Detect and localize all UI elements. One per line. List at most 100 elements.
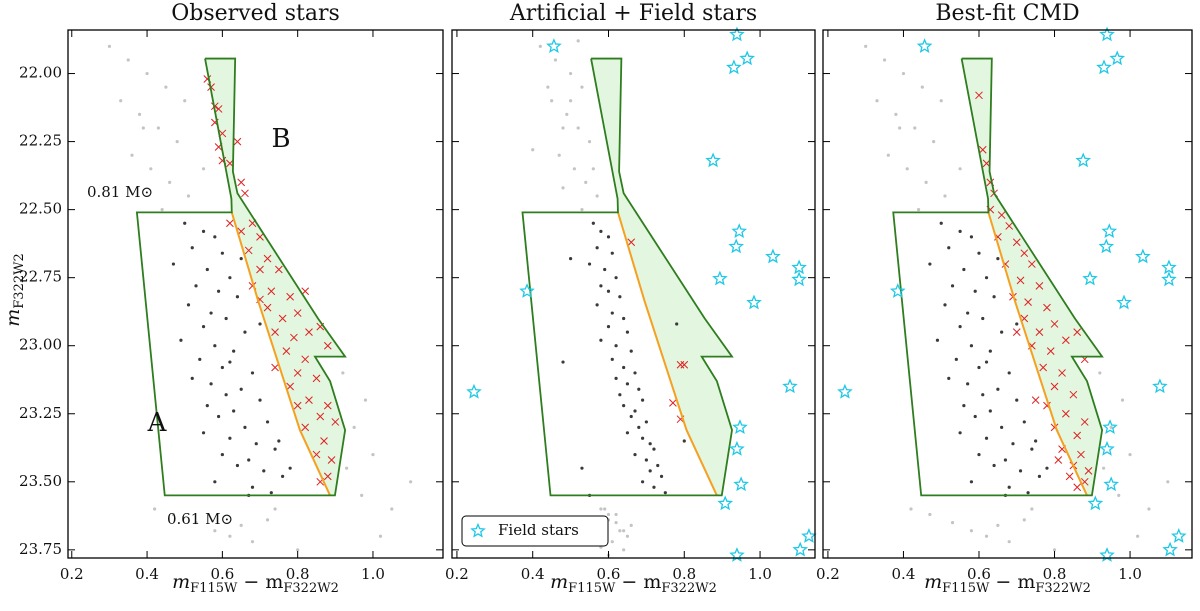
star-point: [935, 338, 940, 342]
star-point: [606, 512, 611, 517]
star-point: [239, 387, 243, 391]
cross-point: [293, 401, 302, 410]
annotation: A: [147, 408, 168, 438]
star-point: [969, 235, 974, 239]
star-point: [966, 311, 970, 315]
cross-point: [316, 412, 325, 421]
panel-title: Observed stars: [171, 1, 340, 26]
star-point: [958, 431, 962, 435]
star-point: [595, 246, 599, 250]
star-point: [378, 534, 383, 538]
cross-point: [1005, 222, 1014, 230]
star-point: [675, 322, 679, 326]
field-star: [792, 541, 809, 557]
field-star: [729, 547, 745, 562]
star-point: [550, 99, 554, 103]
cross-point: [1065, 472, 1074, 481]
star-point: [901, 71, 906, 76]
field-star: [1096, 59, 1112, 75]
star-point: [228, 276, 232, 280]
star-point: [1136, 534, 1140, 538]
star-point: [561, 186, 565, 190]
star-point: [265, 518, 270, 522]
divider-line: [230, 212, 331, 496]
star-point: [614, 376, 618, 380]
star-point: [966, 382, 970, 386]
star-point: [247, 458, 251, 462]
x-axis-label-part: m: [924, 571, 942, 593]
cross-point: [676, 360, 685, 369]
star-point: [913, 126, 917, 130]
star-point: [1007, 540, 1011, 544]
star-point: [171, 262, 176, 266]
x-axis-label-part: m: [550, 571, 568, 593]
star-point: [243, 330, 247, 334]
star-point: [648, 442, 652, 446]
cross-point: [627, 238, 636, 247]
cross-point: [978, 145, 987, 154]
star-point: [168, 180, 172, 185]
cross-point: [267, 287, 276, 296]
region-outline: [892, 57, 1104, 497]
star-point: [273, 507, 277, 511]
field-star: [712, 270, 728, 286]
x-tick-label: 0.8: [1043, 565, 1067, 583]
star-point: [977, 452, 981, 457]
field-star: [1099, 547, 1115, 562]
star-point: [1052, 548, 1057, 552]
cross-point: [323, 341, 332, 350]
cross-point: [244, 246, 253, 255]
field-star: [1162, 541, 1178, 557]
star-point: [992, 463, 996, 468]
star-point: [625, 382, 630, 386]
field-star: [791, 259, 807, 275]
star-point: [1015, 322, 1019, 326]
star-point: [652, 447, 656, 451]
star-point: [644, 420, 648, 424]
x-axis-label-part: − m: [615, 571, 661, 593]
star-point: [569, 71, 573, 76]
star-point: [584, 180, 588, 185]
star-point: [988, 349, 992, 353]
star-point: [682, 439, 686, 443]
star-point: [659, 474, 664, 478]
cross-point: [1073, 431, 1082, 440]
star-point: [954, 357, 958, 361]
x-tick-label: 0.2: [445, 565, 469, 583]
cross-point: [1084, 467, 1093, 475]
star-point: [1034, 439, 1038, 443]
star-point: [224, 393, 228, 397]
star-point: [633, 409, 637, 413]
cross-point: [214, 105, 223, 113]
axes-frame: [451, 29, 816, 559]
star-point: [629, 349, 633, 353]
star-point: [599, 229, 603, 234]
cross-point: [1012, 238, 1021, 247]
star-point: [141, 126, 145, 130]
star-point: [1026, 491, 1030, 495]
field-star: [782, 378, 798, 394]
star-point: [213, 344, 217, 348]
star-point: [228, 436, 232, 440]
star-point: [969, 480, 974, 484]
cross-point: [1073, 483, 1082, 492]
field-star: [1103, 476, 1119, 492]
star-point: [576, 39, 580, 43]
field-star: [1099, 440, 1115, 456]
x-tick-label: 1.0: [361, 565, 385, 583]
star-point: [186, 194, 191, 198]
cross-point: [256, 232, 264, 241]
star-point: [363, 398, 368, 402]
star-point: [281, 474, 285, 478]
region-fill: [205, 58, 346, 496]
plot-area: [521, 39, 734, 557]
star-point: [205, 267, 209, 272]
star-point: [1166, 480, 1170, 484]
star-point: [992, 295, 996, 299]
region-outline: [521, 57, 734, 497]
star-point: [977, 365, 981, 370]
cross-point: [320, 437, 328, 445]
cross-point: [327, 456, 336, 464]
field-star: [837, 383, 853, 399]
star-point: [220, 452, 224, 457]
